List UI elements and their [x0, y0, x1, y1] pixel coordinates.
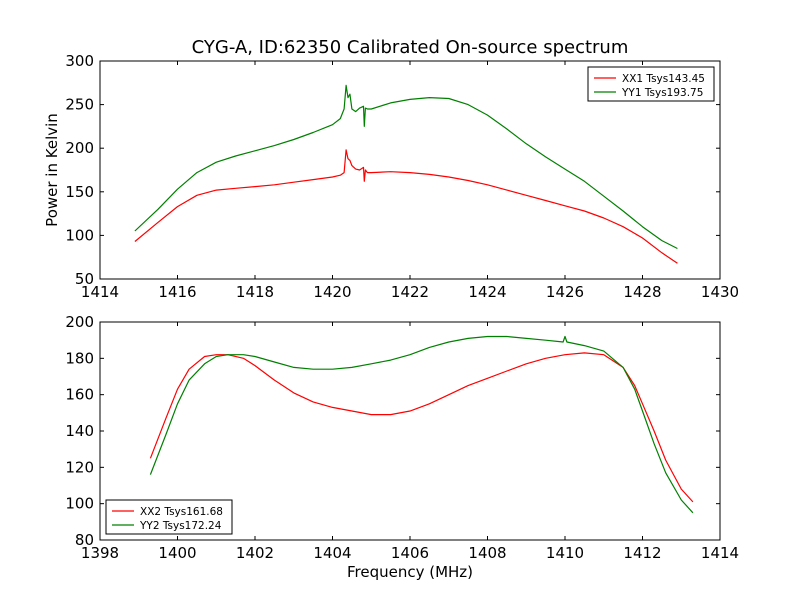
x-tick-label-2: 1398	[81, 544, 119, 562]
x-tick-label-1: 1430	[701, 283, 739, 301]
y-tick-label-1: 100	[65, 226, 94, 244]
y-tick-label-2: 80	[75, 531, 94, 549]
series-line-2-1	[149, 352, 694, 503]
chart-title: CYG-A, ID:62350 Calibrated On-source spe…	[192, 37, 629, 58]
x-tick-label-2: 1406	[391, 544, 429, 562]
y-tick-label-2: 160	[65, 386, 94, 404]
y-axis-label: Power in Kelvin	[43, 113, 61, 227]
x-tick-label-1: 1416	[158, 283, 196, 301]
series-line-1-2	[134, 84, 678, 250]
x-tick-label-1: 1414	[81, 283, 119, 301]
series-line-2-2	[149, 335, 694, 514]
x-tick-label-1: 1422	[391, 283, 429, 301]
y-tick-label-1: 50	[75, 270, 94, 288]
legend-label-2-1: XX2 Tsys161.68	[140, 506, 223, 518]
series-line-1-1	[134, 149, 678, 264]
x-tick-label-2: 1412	[623, 544, 661, 562]
x-tick-label-1: 1424	[468, 283, 506, 301]
y-tick-label-1: 200	[65, 139, 94, 157]
legend-label-1-2: YY1 Tsys193.75	[621, 87, 703, 99]
legend-label-2-2: YY2 Tsys172.24	[139, 520, 222, 532]
x-tick-label-1: 1420	[313, 283, 351, 301]
y-tick-label-1: 300	[65, 52, 94, 70]
y-tick-label-2: 120	[65, 458, 94, 476]
x-axis-label: Frequency (MHz)	[347, 563, 473, 581]
y-tick-label-1: 250	[65, 96, 94, 114]
y-tick-label-2: 180	[65, 349, 94, 367]
x-tick-label-1: 1428	[623, 283, 661, 301]
x-tick-label-2: 1408	[468, 544, 506, 562]
y-tick-label-2: 100	[65, 495, 94, 513]
y-tick-label-2: 200	[65, 313, 94, 331]
legend-box-1	[587, 66, 715, 102]
x-tick-label-2: 1400	[158, 544, 196, 562]
legend-box-2	[105, 499, 233, 535]
x-tick-label-2: 1414	[701, 544, 739, 562]
x-tick-label-2: 1404	[313, 544, 351, 562]
x-tick-label-1: 1418	[236, 283, 274, 301]
y-tick-label-2: 140	[65, 422, 94, 440]
legend-label-1-1: XX1 Tsys143.45	[622, 73, 705, 85]
x-tick-label-1: 1426	[546, 283, 584, 301]
y-tick-label-1: 150	[65, 183, 94, 201]
x-tick-label-2: 1402	[236, 544, 274, 562]
x-tick-label-2: 1410	[546, 544, 584, 562]
